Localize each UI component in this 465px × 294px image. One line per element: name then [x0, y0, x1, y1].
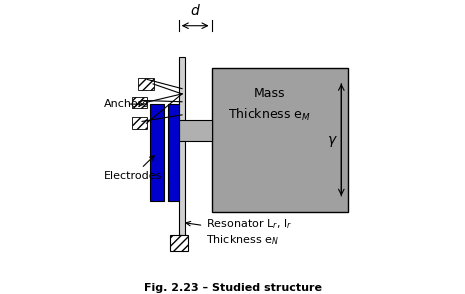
Bar	[132, 96, 147, 108]
Bar	[179, 57, 186, 235]
Bar	[179, 120, 212, 141]
Text: Anchors: Anchors	[104, 99, 149, 109]
Text: Fig. 2.23 – Studied structure: Fig. 2.23 – Studied structure	[144, 283, 321, 293]
Bar	[212, 68, 348, 212]
Text: Resonator L$_r$, l$_r$
Thickness e$_N$: Resonator L$_r$, l$_r$ Thickness e$_N$	[186, 218, 292, 247]
Bar	[170, 235, 188, 251]
Text: d: d	[191, 4, 199, 18]
Bar	[138, 78, 154, 90]
Text: Electrodes: Electrodes	[104, 156, 162, 181]
Bar	[168, 104, 179, 201]
Bar	[132, 118, 147, 129]
Text: Thickness e$_M$: Thickness e$_M$	[228, 107, 311, 123]
Text: Mass: Mass	[253, 87, 285, 100]
Bar	[150, 104, 164, 201]
Text: γ: γ	[328, 133, 336, 147]
